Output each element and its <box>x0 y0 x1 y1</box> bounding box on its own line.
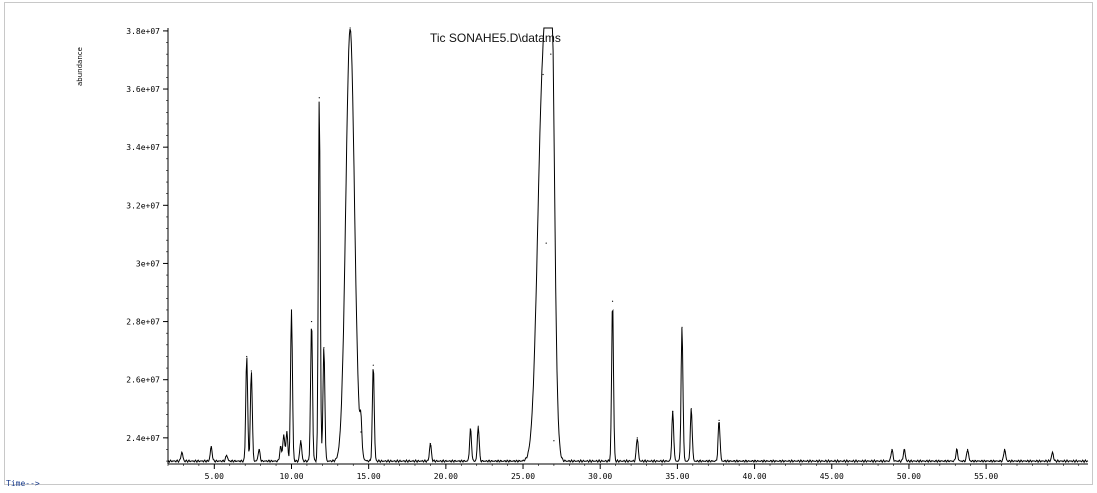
x-tick-label: 5.00 <box>205 472 224 481</box>
peak-point <box>477 425 479 427</box>
y-tick-label: 3.4e+07 <box>126 143 160 152</box>
peak-point <box>469 428 472 430</box>
y-tick-label: 2.8e+07 <box>126 318 160 327</box>
peak-point <box>300 440 302 442</box>
x-tick-label: 40.00 <box>743 472 767 481</box>
x-tick-label: 35.00 <box>665 472 689 481</box>
y-tick-label: 2.6e+07 <box>126 376 160 385</box>
peak-point <box>283 434 285 436</box>
peak-point <box>310 320 313 323</box>
peak-point <box>258 448 260 451</box>
peak-point <box>349 27 351 29</box>
series-line <box>167 27 1089 464</box>
peak-point <box>550 53 552 55</box>
x-axis-ticks: 5.00 10.00 15.00 20.00 25.00 30.00 35.00 40.00 4… <box>167 464 1080 481</box>
x-axis-label: Time--> <box>6 479 40 488</box>
chart-title: Tic SONAHE5.D\datams <box>430 31 561 45</box>
chart-frame <box>4 2 1093 485</box>
peak-point <box>360 431 362 433</box>
y-tick-label: 3.2e+07 <box>126 201 160 210</box>
peak-point <box>891 448 893 451</box>
x-tick-label: 30.00 <box>588 472 612 481</box>
x-tick-label: 15.00 <box>357 472 381 481</box>
peak-point <box>718 419 720 421</box>
x-tick-label: 50.00 <box>897 472 921 481</box>
peak-point <box>672 411 674 413</box>
peak-point <box>318 97 320 99</box>
tic-trace <box>167 27 1089 464</box>
peak-point <box>290 309 293 311</box>
peak-point <box>323 347 325 349</box>
peak-point <box>681 326 683 328</box>
peak-point <box>210 445 212 448</box>
peak-point <box>250 370 252 372</box>
peak-point <box>1051 451 1054 453</box>
x-tick-label: 20.00 <box>434 472 458 481</box>
axes <box>167 28 1088 465</box>
peak-point <box>372 364 374 366</box>
y-axis-ticks: 2.4e+07 2.6e+07 2.8e+07 3e+07 3.2e+07 3.4e+07… <box>126 27 168 462</box>
peak-point <box>636 437 638 439</box>
peak-point <box>545 242 547 244</box>
peak-point <box>280 445 282 448</box>
peak-point <box>542 73 544 76</box>
x-tick-label: 45.00 <box>820 472 844 481</box>
y-tick-label: 3.8e+07 <box>126 27 160 36</box>
peak-point <box>226 454 228 456</box>
peak-point <box>286 431 288 433</box>
y-axis-label: abundance <box>76 47 84 86</box>
y-tick-label: 3.6e+07 <box>126 85 160 94</box>
peak-point <box>903 448 905 451</box>
peak-point <box>429 443 432 445</box>
peak-point <box>1004 448 1006 451</box>
x-tick-label: 25.00 <box>511 472 535 481</box>
peak-point <box>553 440 555 442</box>
peak-point <box>956 448 958 451</box>
peak-point <box>181 451 183 453</box>
peak-point <box>966 448 969 451</box>
peak-point <box>246 355 248 358</box>
peak-point <box>690 408 692 410</box>
y-tick-label: 3e+07 <box>136 259 160 268</box>
x-tick-label: 55.00 <box>974 472 998 481</box>
peak-point <box>611 300 614 302</box>
y-tick-label: 2.4e+07 <box>126 434 160 443</box>
x-tick-label: 10.00 <box>279 472 303 481</box>
